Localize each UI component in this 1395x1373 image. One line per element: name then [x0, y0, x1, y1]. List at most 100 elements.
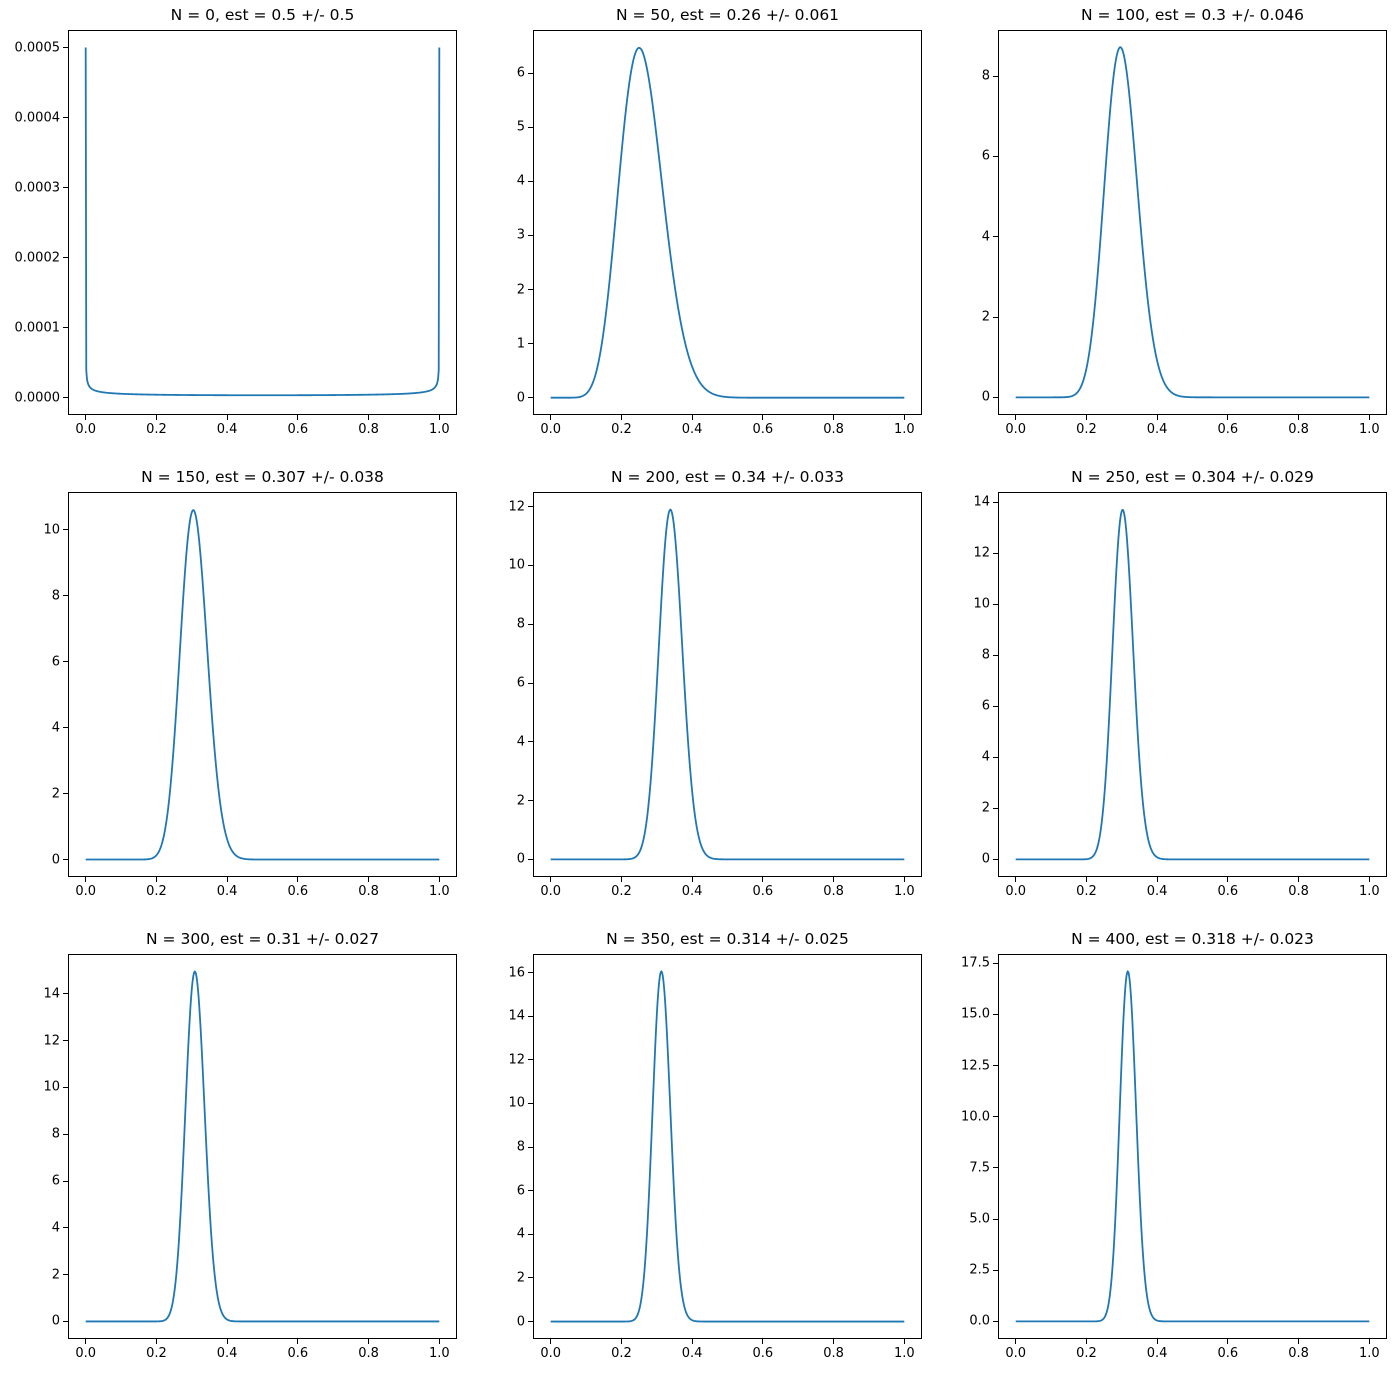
x-tick-mark	[368, 415, 370, 420]
subplot-title: N = 250, est = 0.304 +/- 0.029	[1071, 468, 1314, 486]
x-tick-mark	[297, 877, 299, 882]
x-tick-mark	[155, 1339, 157, 1344]
y-tick-mark	[528, 234, 533, 236]
x-tick-mark	[85, 1339, 87, 1344]
y-tick-label: 12	[508, 1052, 525, 1068]
x-tick-label: 0.8	[823, 884, 844, 899]
x-tick-label: 0.2	[1076, 1346, 1097, 1361]
y-tick-mark	[63, 47, 68, 48]
y-tick-mark	[528, 397, 533, 399]
x-tick-label: 0.8	[1288, 1346, 1309, 1361]
y-tick-mark	[63, 1133, 68, 1135]
x-tick-label: 1.0	[1358, 422, 1380, 437]
y-tick-label: 4	[51, 1220, 60, 1236]
y-tick-mark	[63, 1274, 68, 1276]
x-tick-mark	[226, 415, 228, 420]
x-tick-mark	[550, 1339, 552, 1344]
y-tick-mark	[63, 1040, 68, 1042]
y-tick-mark	[63, 859, 68, 861]
x-tick-mark	[620, 415, 622, 420]
x-tick-label: 0.2	[1076, 884, 1097, 899]
x-tick-label: 0.8	[358, 884, 379, 899]
y-tick-mark	[63, 1320, 68, 1322]
y-tick-mark	[993, 1065, 998, 1067]
y-tick-label: 0.0003	[14, 180, 61, 195]
y-tick-mark	[993, 1320, 998, 1322]
subplot-title: N = 50, est = 0.26 +/- 0.061	[615, 6, 840, 24]
x-tick-mark	[833, 415, 835, 420]
x-tick-label: 0.0	[1005, 884, 1027, 899]
x-tick-label: 0.2	[611, 1346, 632, 1361]
y-tick-mark	[993, 603, 998, 605]
x-tick-label: 0.8	[358, 1346, 379, 1361]
x-tick-label: 0.2	[611, 884, 632, 899]
y-tick-label: 0.0002	[14, 250, 61, 265]
x-tick-mark	[226, 877, 228, 882]
x-tick-label: 0.0	[1005, 422, 1027, 437]
y-tick-mark	[63, 327, 68, 328]
x-tick-mark	[1227, 877, 1229, 882]
plot-area	[998, 30, 1387, 415]
y-tick-mark	[528, 1146, 533, 1148]
subplot-title: N = 150, est = 0.307 +/- 0.038	[141, 468, 384, 486]
y-tick-label: 0	[981, 389, 990, 405]
curve-path	[84, 47, 441, 397]
y-tick-label: 15.0	[961, 1006, 990, 1022]
x-tick-label: 0.2	[146, 1346, 167, 1361]
y-tick-label: 17.5	[961, 955, 990, 971]
y-tick-mark	[528, 1015, 533, 1017]
y-tick-label: 6	[981, 698, 990, 714]
y-tick-label: 4	[981, 749, 990, 765]
curve-path	[1015, 970, 1370, 1323]
x-tick-mark	[1156, 415, 1158, 420]
y-tick-label: 8	[981, 647, 990, 663]
y-tick-mark	[528, 289, 533, 291]
y-tick-mark	[63, 257, 68, 258]
y-tick-mark	[993, 552, 998, 554]
x-tick-label: 0.4	[216, 884, 238, 899]
y-tick-mark	[63, 187, 68, 188]
x-tick-mark	[155, 877, 157, 882]
x-tick-mark	[762, 1339, 764, 1344]
y-tick-mark	[528, 741, 533, 743]
x-tick-label: 0.8	[823, 1346, 844, 1361]
plot-area	[533, 492, 922, 877]
x-tick-mark	[1368, 1339, 1370, 1344]
y-tick-mark	[528, 343, 533, 345]
x-tick-label: 0.6	[287, 884, 309, 899]
x-tick-mark	[1298, 877, 1300, 882]
x-tick-mark	[1298, 1339, 1300, 1344]
subplot-title: N = 350, est = 0.314 +/- 0.025	[606, 930, 849, 948]
x-tick-mark	[297, 1339, 299, 1344]
x-tick-mark	[1227, 415, 1229, 420]
x-tick-mark	[1156, 877, 1158, 882]
x-tick-label: 0.6	[1217, 1346, 1239, 1361]
y-tick-mark	[993, 858, 998, 860]
y-tick-mark	[63, 727, 68, 729]
x-tick-label: 0.0	[540, 422, 562, 437]
y-tick-label: 1	[516, 336, 525, 352]
y-tick-mark	[528, 1321, 533, 1323]
y-tick-mark	[993, 807, 998, 809]
y-tick-mark	[993, 75, 998, 77]
subplot-title: N = 0, est = 0.5 +/- 0.5	[170, 6, 355, 24]
y-tick-label: 10.0	[961, 1109, 990, 1125]
x-tick-mark	[1368, 877, 1370, 882]
y-tick-label: 0.0	[969, 1313, 990, 1329]
x-tick-label: 0.8	[358, 422, 379, 437]
x-tick-label: 0.4	[681, 1346, 703, 1361]
y-tick-label: 8	[51, 1126, 60, 1142]
y-tick-mark	[528, 72, 533, 74]
y-tick-mark	[63, 1086, 68, 1088]
y-tick-mark	[993, 756, 998, 758]
x-tick-mark	[1227, 1339, 1229, 1344]
y-tick-mark	[63, 397, 68, 398]
y-tick-mark	[993, 1269, 998, 1271]
y-tick-label: 6	[51, 1173, 60, 1189]
y-tick-mark	[63, 1180, 68, 1182]
plot-area	[998, 492, 1387, 877]
